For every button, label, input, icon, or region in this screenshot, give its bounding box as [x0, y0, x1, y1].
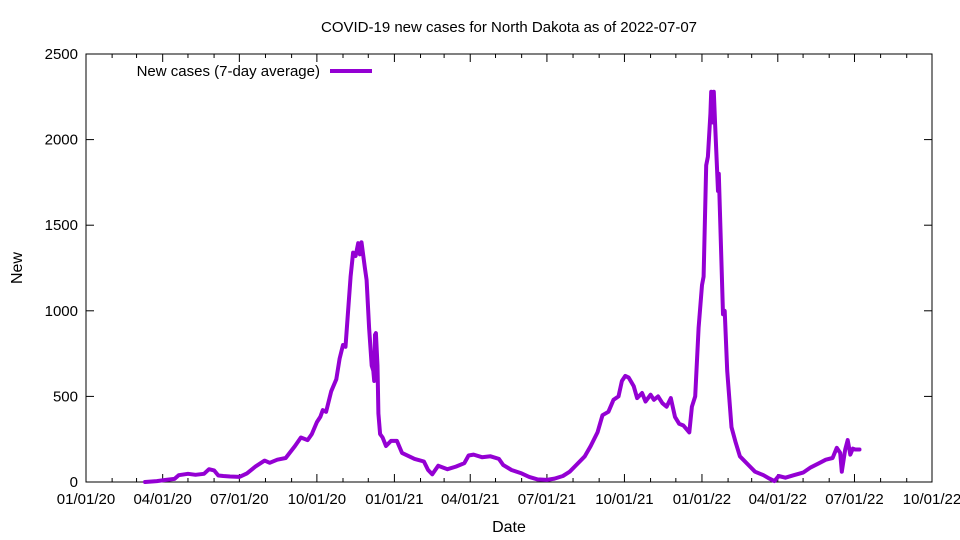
x-axis-label: Date	[492, 519, 526, 536]
y-tick-label: 2500	[45, 46, 78, 63]
x-tick-label: 01/01/22	[673, 491, 731, 508]
y-axis-label: New	[9, 252, 26, 284]
legend: New cases (7-day average)	[137, 63, 372, 80]
x-tick-label: 07/01/21	[518, 491, 576, 508]
y-tick-label: 500	[53, 388, 78, 405]
x-tick-label: 07/01/20	[210, 491, 268, 508]
series-line	[143, 89, 862, 484]
y-axis: 0 500 1000 1500 2000 2500	[45, 46, 932, 491]
y-tick-label: 2000	[45, 132, 78, 149]
x-tick-label: 01/01/20	[57, 491, 115, 508]
x-tick-label: 04/01/22	[749, 491, 807, 508]
x-tick-label: 04/01/20	[133, 491, 191, 508]
plot-frame	[85, 53, 933, 483]
x-tick-label: 01/01/21	[365, 491, 423, 508]
x-tick-label: 10/01/20	[288, 491, 346, 508]
x-tick-label: 10/01/22	[903, 491, 960, 508]
y-tick-label: 0	[70, 474, 78, 491]
x-tick-label: 04/01/21	[441, 491, 499, 508]
series-layer	[143, 89, 862, 484]
y-tick-label: 1500	[45, 217, 78, 234]
x-tick-label: 10/01/21	[595, 491, 653, 508]
x-axis: 01/01/20 04/01/20 07/01/20 10/01/20 01/01/21…	[57, 54, 960, 508]
y-tick-label: 1000	[45, 303, 78, 320]
chart-title: COVID-19 new cases for North Dakota as o…	[321, 19, 697, 36]
x-tick-label: 07/01/22	[825, 491, 883, 508]
legend-label: New cases (7-day average)	[137, 63, 320, 80]
